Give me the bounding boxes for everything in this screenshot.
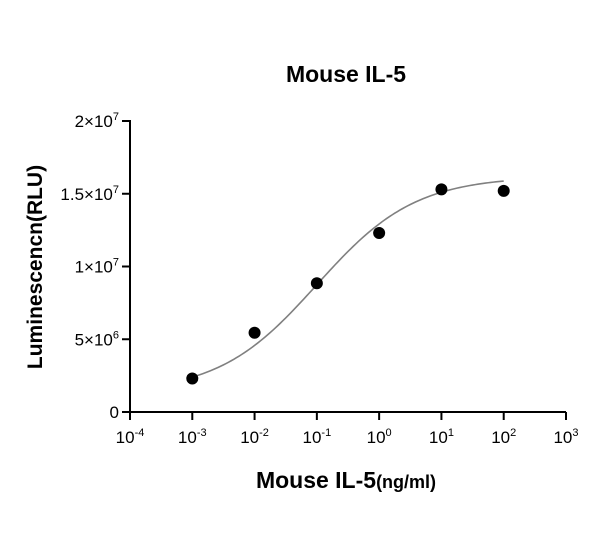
x-tick-label: 100: [367, 427, 392, 447]
x-ticks: 10-4 10-3 10-2 10-1 100 101 102 103: [116, 412, 579, 447]
data-point: [186, 372, 199, 385]
data-points: [186, 183, 510, 385]
x-tick-label: 103: [553, 427, 578, 447]
data-point: [497, 184, 510, 197]
y-tick-label: 2×107: [75, 111, 119, 131]
x-axis-label-unit: (ng/ml): [376, 472, 436, 492]
x-tick-label: 10-1: [303, 427, 332, 447]
data-point: [373, 227, 386, 240]
x-tick-label: 10-3: [178, 427, 207, 447]
x-axis-label-main: Mouse IL-5: [256, 467, 376, 493]
x-tick-label: 10-4: [116, 427, 145, 447]
y-ticks: 0 5×106 1×107 1.5×107 2×107: [60, 111, 130, 422]
y-tick-label: 1×107: [75, 257, 119, 277]
x-axis-label: Mouse IL-5(ng/ml): [256, 467, 436, 493]
data-point: [435, 183, 448, 196]
x-tick-label: 102: [491, 427, 516, 447]
y-tick-label: 1.5×107: [60, 184, 119, 204]
x-tick-label: 101: [429, 427, 454, 447]
data-point: [310, 277, 323, 290]
fit-curve: [192, 180, 504, 378]
axes: 0 5×106 1×107 1.5×107 2×107 10-4 10-3 10-2 10-1…: [60, 111, 578, 447]
chart-title: Mouse IL-5: [286, 61, 406, 87]
x-tick-label: 10-2: [240, 427, 269, 447]
data-point: [248, 326, 261, 339]
y-axis-label: Luminescencn(RLU): [24, 165, 47, 369]
y-tick-label: 5×106: [75, 329, 119, 349]
y-tick-label: 0: [110, 403, 119, 422]
